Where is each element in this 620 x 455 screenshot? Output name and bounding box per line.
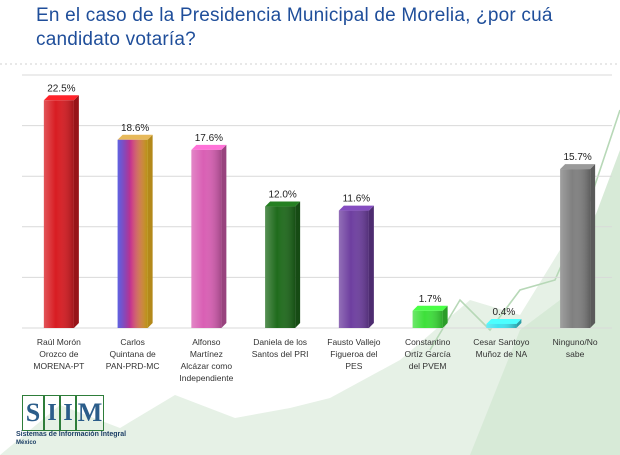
bar-side xyxy=(221,144,227,328)
category-label-line: Ortíz García xyxy=(404,349,451,359)
bar-shading xyxy=(117,139,148,328)
category-label-line: Fausto Vallejo xyxy=(327,337,381,347)
category-label-line: PAN-PRD-MC xyxy=(106,361,160,371)
category-label-line: Constantino xyxy=(405,337,451,347)
logo-letter-m: M xyxy=(76,395,104,431)
category-label: Ninguno/No sabe xyxy=(553,337,598,359)
bar-shading xyxy=(486,323,517,328)
category-label: Daniela de los Santos del PRI xyxy=(252,337,309,359)
chart-category-labels: Raúl Morón Orozco de MORENA-PT Carlos Quinta… xyxy=(33,337,597,383)
bar-2 xyxy=(117,134,153,328)
bar-side xyxy=(368,205,374,328)
category-label-line: Cesar Santoyo xyxy=(473,337,529,347)
category-label-line: Alfonso xyxy=(192,337,221,347)
bar-side xyxy=(516,318,522,328)
bar-shading xyxy=(191,149,222,328)
category-label-line: MORENA-PT xyxy=(33,361,84,371)
chart-title: En el caso de la Presidencia Municipal d… xyxy=(36,5,553,50)
category-label-line: Ninguno/No xyxy=(553,337,598,347)
category-label: Fausto Vallejo Figueroa del PES xyxy=(327,337,381,371)
category-label: Alfonso Martínez Alcázar como Independiente xyxy=(179,337,233,383)
logo-letter-i1: I xyxy=(44,395,60,431)
bar-5 xyxy=(338,205,374,328)
category-label-line: Santos del PRI xyxy=(252,349,309,359)
category-label-line: Orozco de xyxy=(39,349,78,359)
bar-4 xyxy=(265,201,301,328)
category-label-line: del PVEM xyxy=(409,361,447,371)
bar-8 xyxy=(560,164,596,328)
category-label: Constantino Ortíz García del PVEM xyxy=(404,337,451,371)
logo-letter-s: S xyxy=(22,395,44,431)
bar-side xyxy=(295,201,301,328)
category-label-line: Raúl Morón xyxy=(37,337,81,347)
category-label-line: sabe xyxy=(566,349,585,359)
siim-logo: S I I M Sistemas de Información Integral… xyxy=(8,395,128,453)
bar-top xyxy=(265,201,301,207)
value-label: 1.7% xyxy=(419,294,442,305)
category-label-line: Martínez xyxy=(190,349,223,359)
value-label: 18.6% xyxy=(121,123,149,134)
bar-top xyxy=(191,144,227,150)
value-label: 15.7% xyxy=(563,152,591,163)
bar-shading xyxy=(265,206,296,328)
category-label-line: Carlos xyxy=(120,337,145,347)
category-label-line: Alcázar como xyxy=(181,361,233,371)
bar-side xyxy=(73,95,79,328)
chart-grid xyxy=(22,74,612,329)
category-label-line: Independiente xyxy=(179,373,233,383)
category-label: Carlos Quintana de PAN-PRD-MC xyxy=(106,337,160,371)
bar-top xyxy=(338,205,374,211)
category-label-line: Quintana de xyxy=(109,349,156,359)
bar-3 xyxy=(191,144,227,328)
value-label: 12.0% xyxy=(268,190,296,201)
value-label: 22.5% xyxy=(47,83,75,94)
background-mountain-left xyxy=(0,190,620,455)
category-label: Cesar Santoyo Muñoz de NA xyxy=(473,337,529,359)
bar-top xyxy=(412,305,448,311)
background-mountain-right xyxy=(470,150,620,455)
bar-top xyxy=(560,164,596,170)
logo-subtitle: Sistemas de Información Integral xyxy=(16,431,127,438)
chart-value-labels: 22.5% 18.6% 17.6% 12.0% 11.6% 1.7% 0.4% 15.7% xyxy=(47,83,592,318)
bar-side xyxy=(147,134,153,328)
bar-shading xyxy=(43,100,74,328)
bar-7 xyxy=(486,318,522,328)
bar-side xyxy=(590,164,596,328)
bar-side xyxy=(442,305,448,328)
chart-bars xyxy=(43,95,596,328)
category-label-line: Muñoz de NA xyxy=(476,349,528,359)
logo-subtitle-country: México xyxy=(16,440,37,446)
value-label: 11.6% xyxy=(343,194,371,205)
bar-top xyxy=(486,318,522,324)
bar-6 xyxy=(412,305,448,328)
value-label: 0.4% xyxy=(492,307,515,318)
value-label: 17.6% xyxy=(195,133,223,144)
bar-shading xyxy=(338,210,369,328)
bar-shading xyxy=(560,169,591,328)
category-label: Raúl Morón Orozco de MORENA-PT xyxy=(33,337,84,371)
bar-1 xyxy=(43,95,79,328)
bar-top xyxy=(117,134,153,140)
bar-top xyxy=(43,95,79,101)
bar-shading xyxy=(412,310,443,328)
category-label-line: PES xyxy=(345,361,362,371)
logo-letter-i2: I xyxy=(60,395,76,431)
category-label-line: Daniela de los xyxy=(253,337,307,347)
category-label-line: Figueroa del xyxy=(330,349,377,359)
